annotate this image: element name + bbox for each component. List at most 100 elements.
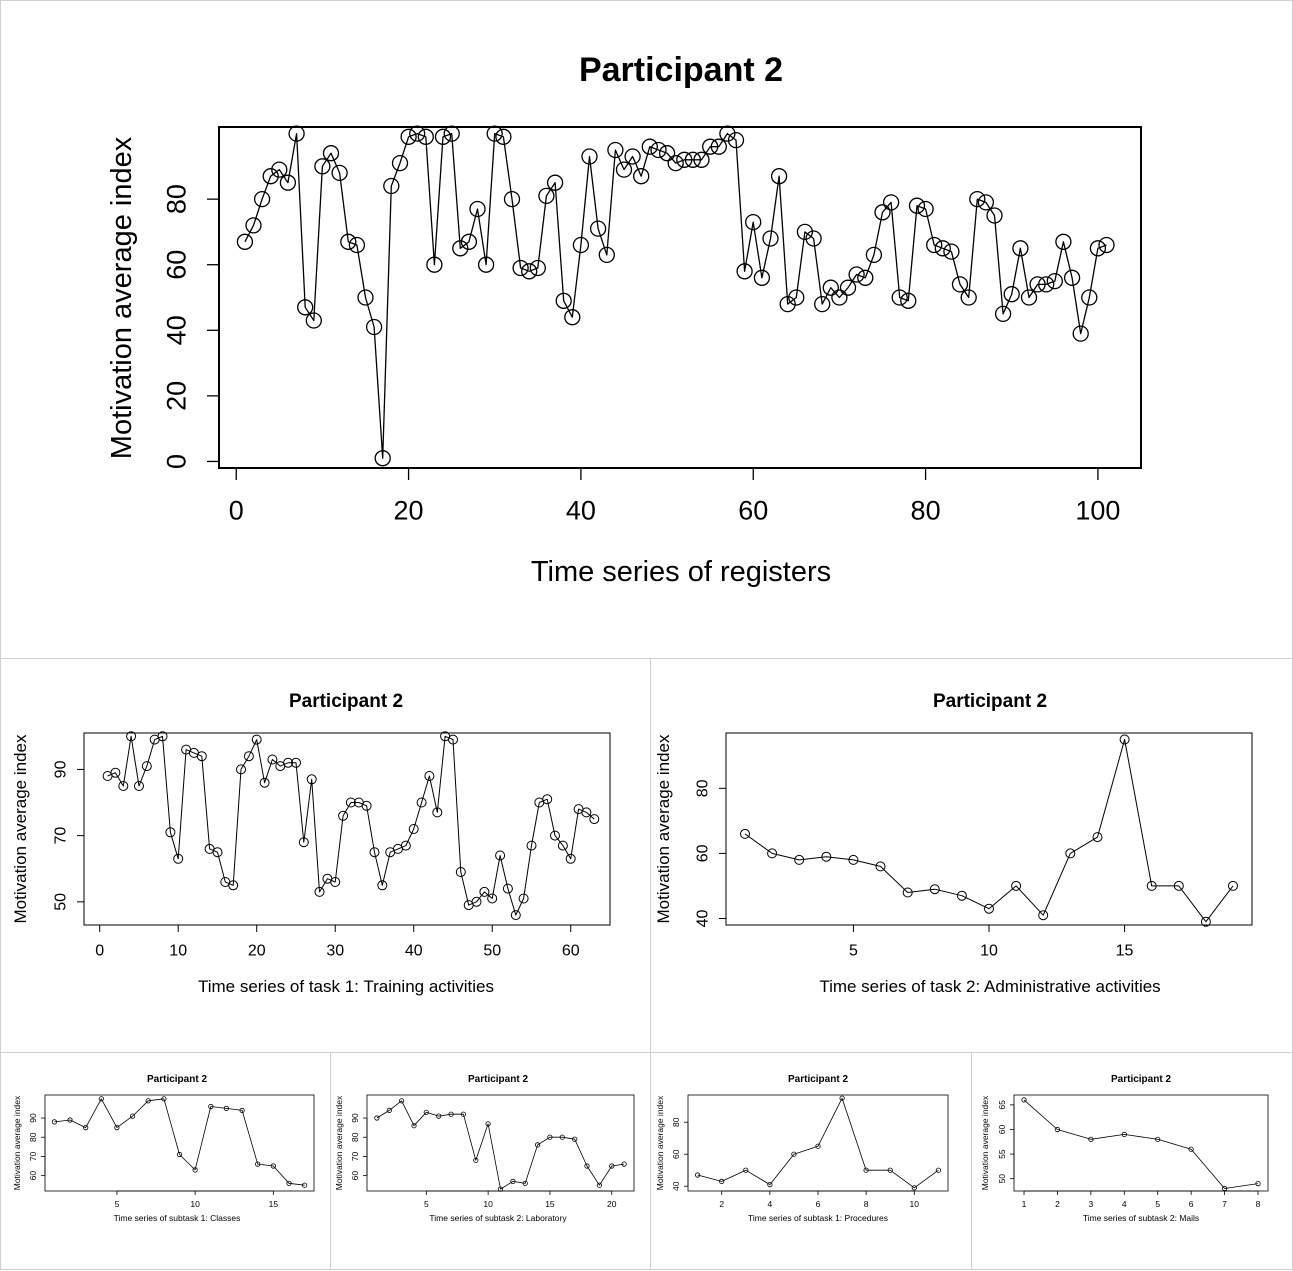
x-tick-label: 0 xyxy=(229,495,244,525)
x-tick-label: 10 xyxy=(190,1199,200,1209)
data-point xyxy=(305,312,322,329)
data-point xyxy=(212,847,223,858)
data-point xyxy=(1088,1136,1094,1142)
data-point xyxy=(267,754,278,765)
chart-title: Participant 2 xyxy=(579,51,783,89)
data-point xyxy=(589,220,607,237)
data-point xyxy=(223,1105,229,1112)
y-tick-label: 60 xyxy=(28,1171,38,1181)
data-point xyxy=(471,896,482,907)
data-point xyxy=(977,194,995,211)
x-tick-label: 60 xyxy=(562,943,580,960)
data-point xyxy=(584,1163,590,1169)
plot-frame xyxy=(725,732,1253,926)
data-point xyxy=(173,853,184,864)
x-tick-label: 50 xyxy=(483,943,501,960)
y-tick-label: 60 xyxy=(350,1171,360,1181)
data-point xyxy=(848,266,865,283)
y-tick-label: 80 xyxy=(694,779,711,797)
data-point xyxy=(624,148,641,165)
chart-panel-task2: Participant 2 Time series of task 2: Admi… xyxy=(650,658,1293,1053)
data-point xyxy=(719,125,736,142)
data-point xyxy=(510,910,521,921)
series-line xyxy=(244,132,1107,459)
x-tick-label: 5 xyxy=(115,1199,120,1209)
chart-svg-task1: Participant 2 Time series of task 1: Trai… xyxy=(11,691,611,996)
data-point xyxy=(377,880,388,891)
chart-title: Participant 2 xyxy=(933,691,1047,712)
data-point xyxy=(572,1136,578,1142)
y-tick-label: 40 xyxy=(694,909,711,927)
data-point xyxy=(322,145,340,162)
plot-frame xyxy=(687,1094,949,1192)
data-point xyxy=(1011,880,1022,891)
y-tick-label: 70 xyxy=(52,827,69,845)
data-point xyxy=(529,259,546,277)
data-point xyxy=(460,233,478,250)
chart-title: Participant 2 xyxy=(289,691,403,712)
data-point xyxy=(667,154,684,172)
x-tick-label: 3 xyxy=(1089,1199,1094,1209)
x-tick-label: 7 xyxy=(1222,1199,1227,1209)
data-point xyxy=(615,161,633,178)
data-point xyxy=(1012,240,1029,257)
y-tick-label: 40 xyxy=(671,1181,681,1191)
x-tick-label: 40 xyxy=(566,495,596,525)
x-tick-label: 1 xyxy=(1022,1199,1027,1209)
data-point xyxy=(1054,1126,1061,1133)
data-point xyxy=(1003,286,1020,303)
data-point xyxy=(917,200,934,218)
x-axis-label: Time series of task 1: Training activiti… xyxy=(198,977,494,996)
data-point xyxy=(934,240,951,257)
data-point xyxy=(497,1186,504,1192)
x-tick-label: 60 xyxy=(738,495,768,525)
data-point xyxy=(875,861,886,872)
data-point xyxy=(547,1134,553,1140)
x-axis-label: Time series of task 2: Administrative ac… xyxy=(819,977,1160,996)
data-point xyxy=(522,1180,528,1186)
y-tick-label: 80 xyxy=(350,1132,360,1142)
y-tick-label: 60 xyxy=(997,1124,1007,1134)
data-point xyxy=(383,177,400,195)
data-point xyxy=(301,1182,308,1188)
chart-panel-subtask2a: Participant 2 Time series of subtask 2: L… xyxy=(330,1052,651,1270)
x-tick-label: 15 xyxy=(1116,943,1134,960)
data-point xyxy=(986,207,1003,224)
x-tick-label: 40 xyxy=(405,943,423,960)
data-point xyxy=(486,125,503,142)
y-tick-label: 40 xyxy=(162,315,192,345)
data-point xyxy=(286,1180,292,1186)
data-point xyxy=(510,1178,516,1184)
data-point xyxy=(1089,240,1107,257)
data-point xyxy=(448,1111,454,1117)
data-point xyxy=(1121,1131,1127,1138)
data-point xyxy=(874,204,891,221)
data-point xyxy=(432,807,443,818)
data-point xyxy=(650,141,667,159)
x-tick-label: 15 xyxy=(545,1199,555,1209)
data-point xyxy=(279,174,297,191)
x-tick-label: 8 xyxy=(1256,1199,1261,1209)
data-point xyxy=(314,158,331,175)
chart-panel-subtask1a: Participant 2 Time series of subtask 1: C… xyxy=(0,1052,331,1270)
data-point xyxy=(1055,233,1072,250)
chart-svg-task2: Participant 2 Time series of task 2: Admi… xyxy=(654,691,1253,996)
data-point xyxy=(596,1182,602,1188)
data-point xyxy=(495,128,512,145)
data-point xyxy=(542,794,553,805)
data-point xyxy=(98,1096,104,1102)
data-point xyxy=(1038,276,1055,293)
y-axis-label: Motivation average index xyxy=(11,734,30,924)
data-point xyxy=(767,848,778,859)
x-tick-label: 4 xyxy=(767,1199,772,1209)
data-point xyxy=(502,883,513,894)
data-point xyxy=(348,236,366,254)
data-point xyxy=(1046,272,1063,290)
x-tick-label: 15 xyxy=(269,1199,279,1209)
data-point xyxy=(331,164,348,182)
data-point xyxy=(598,246,615,264)
y-tick-label: 60 xyxy=(162,250,192,280)
y-axis-label: Motivation average index xyxy=(334,1095,344,1190)
data-point xyxy=(794,854,805,865)
y-tick-label: 70 xyxy=(350,1151,360,1161)
